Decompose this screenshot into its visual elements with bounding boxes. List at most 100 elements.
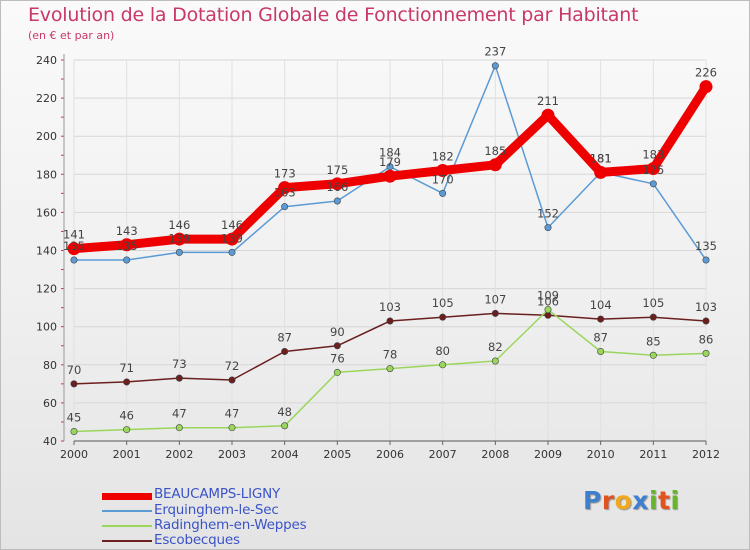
data-label: 146 [168, 218, 190, 232]
data-label: 87 [277, 330, 292, 344]
x-tick-label: 2003 [218, 448, 246, 461]
data-label: 163 [274, 186, 296, 200]
data-label: 106 [537, 294, 559, 308]
data-label: 135 [63, 239, 85, 253]
data-label: 226 [695, 66, 717, 80]
data-point [225, 232, 239, 246]
data-label: 152 [537, 207, 559, 221]
data-point [67, 242, 81, 256]
data-point [544, 306, 552, 314]
data-point [491, 62, 499, 70]
data-label: 182 [432, 149, 454, 163]
data-point [333, 342, 341, 350]
data-point [541, 108, 555, 122]
legend-label: BEAUCAMPS-LIGNY [154, 486, 281, 502]
data-point [383, 169, 397, 183]
data-point [70, 256, 78, 264]
data-point [228, 424, 236, 432]
data-point [70, 427, 78, 435]
data-label: 82 [488, 340, 503, 354]
data-point [172, 232, 186, 246]
y-tick-label: 220 [36, 92, 57, 105]
data-point [330, 177, 344, 191]
data-point [175, 248, 183, 256]
data-label: 105 [642, 296, 664, 310]
data-point [123, 256, 131, 264]
x-tick-label: 2012 [692, 448, 720, 461]
data-point [278, 181, 292, 195]
data-point [491, 309, 499, 317]
data-label: 76 [330, 351, 345, 365]
logo-letter: P [583, 486, 602, 515]
data-label: 72 [225, 359, 240, 373]
data-point [439, 361, 447, 369]
data-label: 139 [221, 231, 243, 245]
data-label: 175 [642, 163, 664, 177]
proxiti-logo: Proxiti [583, 486, 680, 515]
data-label: 109 [537, 289, 559, 303]
logo-letter: i [670, 486, 680, 515]
data-point [649, 313, 657, 321]
data-point [699, 80, 713, 94]
y-tick-label: 40 [43, 435, 57, 448]
x-tick-label: 2009 [534, 448, 562, 461]
data-label: 90 [330, 325, 345, 339]
logo-letter: r [601, 486, 615, 515]
data-point [333, 368, 341, 376]
data-point [281, 347, 289, 355]
x-tick-label: 2001 [113, 448, 141, 461]
data-label: 80 [435, 344, 450, 358]
data-label: 173 [274, 167, 296, 181]
x-tick-label: 2002 [165, 448, 193, 461]
data-label: 78 [383, 348, 398, 362]
y-tick-label: 200 [36, 130, 57, 143]
y-tick-label: 140 [36, 245, 57, 258]
data-label: 48 [277, 405, 292, 419]
data-label: 103 [695, 300, 717, 314]
data-label: 45 [67, 410, 82, 424]
data-label: 170 [432, 172, 454, 186]
data-point [281, 203, 289, 211]
data-point [649, 180, 657, 188]
data-label: 139 [168, 231, 190, 245]
data-point [702, 349, 710, 357]
data-point [386, 365, 394, 373]
data-point [333, 197, 341, 205]
data-point [120, 238, 134, 252]
chart-title: Evolution de la Dotation Globale de Fonc… [28, 4, 639, 26]
data-point [123, 378, 131, 386]
x-tick-label: 2004 [271, 448, 299, 461]
data-point [702, 256, 710, 264]
data-point [436, 163, 450, 177]
legend-swatch [102, 525, 152, 527]
logo-letter: t [658, 486, 671, 515]
x-tick-label: 2010 [587, 448, 615, 461]
data-label: 87 [593, 330, 608, 344]
data-point [649, 351, 657, 359]
data-label: 135 [116, 239, 138, 253]
legend-label: Escobecques [154, 532, 240, 548]
y-tick-label: 120 [36, 283, 57, 296]
data-point [175, 424, 183, 432]
x-tick-label: 2011 [639, 448, 667, 461]
data-point [597, 347, 605, 355]
y-tick-label: 240 [36, 54, 57, 67]
data-label: 70 [67, 363, 82, 377]
data-point [702, 317, 710, 325]
data-label: 47 [225, 407, 240, 421]
logo-letter: i [649, 486, 659, 515]
data-label: 86 [699, 332, 714, 346]
data-label: 237 [484, 45, 506, 59]
data-point [544, 224, 552, 232]
data-label: 146 [221, 218, 243, 232]
data-point [123, 426, 131, 434]
y-tick-label: 100 [36, 321, 57, 334]
x-tick-label: 2008 [481, 448, 509, 461]
data-point [281, 422, 289, 430]
data-point [646, 162, 660, 176]
data-label: 107 [484, 292, 506, 306]
y-tick-label: 160 [36, 206, 57, 219]
data-point [228, 376, 236, 384]
